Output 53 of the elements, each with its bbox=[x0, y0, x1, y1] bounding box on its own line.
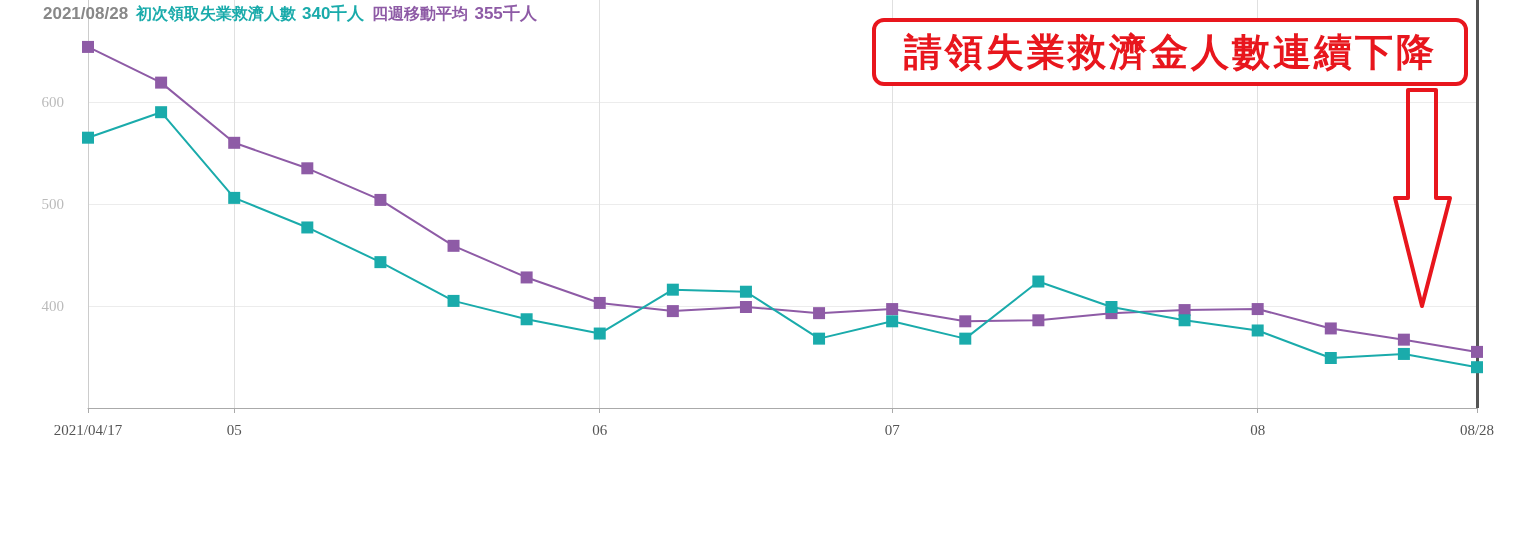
point bbox=[666, 305, 679, 318]
point bbox=[813, 307, 826, 320]
point bbox=[886, 303, 899, 316]
point bbox=[520, 313, 533, 326]
point bbox=[155, 106, 168, 119]
point bbox=[447, 294, 460, 307]
point bbox=[1032, 314, 1045, 327]
x-tick-label: 08 bbox=[1250, 421, 1266, 438]
point bbox=[666, 283, 679, 296]
point bbox=[1105, 301, 1118, 314]
y-tick-label: 400 bbox=[41, 298, 64, 314]
point bbox=[1324, 352, 1337, 365]
point bbox=[374, 256, 387, 269]
text: 四週移動平均 bbox=[372, 4, 469, 23]
x-tick-label: 06 bbox=[592, 421, 608, 438]
annotation: 340千人 bbox=[302, 4, 366, 23]
x-tick-label: 08/28 bbox=[1459, 421, 1495, 438]
point bbox=[1471, 345, 1483, 358]
annotation: 355千人 bbox=[474, 4, 538, 23]
point bbox=[1397, 333, 1410, 346]
point bbox=[1251, 324, 1264, 337]
point bbox=[813, 332, 826, 345]
point bbox=[959, 332, 972, 345]
point bbox=[447, 239, 460, 252]
point bbox=[155, 76, 168, 89]
point bbox=[301, 162, 314, 175]
point bbox=[1324, 322, 1337, 335]
x-tick-label: 2021/04/17 bbox=[53, 421, 123, 438]
text: 初次領取失業救濟人數 bbox=[135, 4, 298, 23]
point bbox=[593, 327, 606, 340]
point bbox=[1397, 347, 1410, 360]
point bbox=[228, 136, 241, 149]
point bbox=[301, 221, 314, 234]
y-tick-label: 500 bbox=[41, 196, 64, 212]
x-tick-label: 05 bbox=[226, 421, 242, 438]
point bbox=[82, 131, 94, 144]
point bbox=[1251, 303, 1264, 316]
point bbox=[593, 296, 606, 309]
point bbox=[1032, 275, 1045, 288]
point bbox=[739, 301, 752, 314]
point bbox=[1178, 314, 1191, 327]
point bbox=[82, 40, 94, 53]
annotation: 請領失業救濟金人數連續下降 bbox=[872, 18, 1468, 86]
point bbox=[520, 271, 533, 284]
point bbox=[1471, 361, 1483, 374]
chart-title: 2021/08/28 bbox=[43, 4, 129, 23]
x-tick-label: 07 bbox=[884, 421, 901, 438]
point bbox=[959, 315, 972, 328]
point bbox=[886, 315, 899, 328]
point bbox=[228, 191, 241, 204]
point bbox=[739, 285, 752, 298]
y-tick-label: 600 bbox=[41, 94, 64, 110]
point bbox=[374, 193, 387, 206]
